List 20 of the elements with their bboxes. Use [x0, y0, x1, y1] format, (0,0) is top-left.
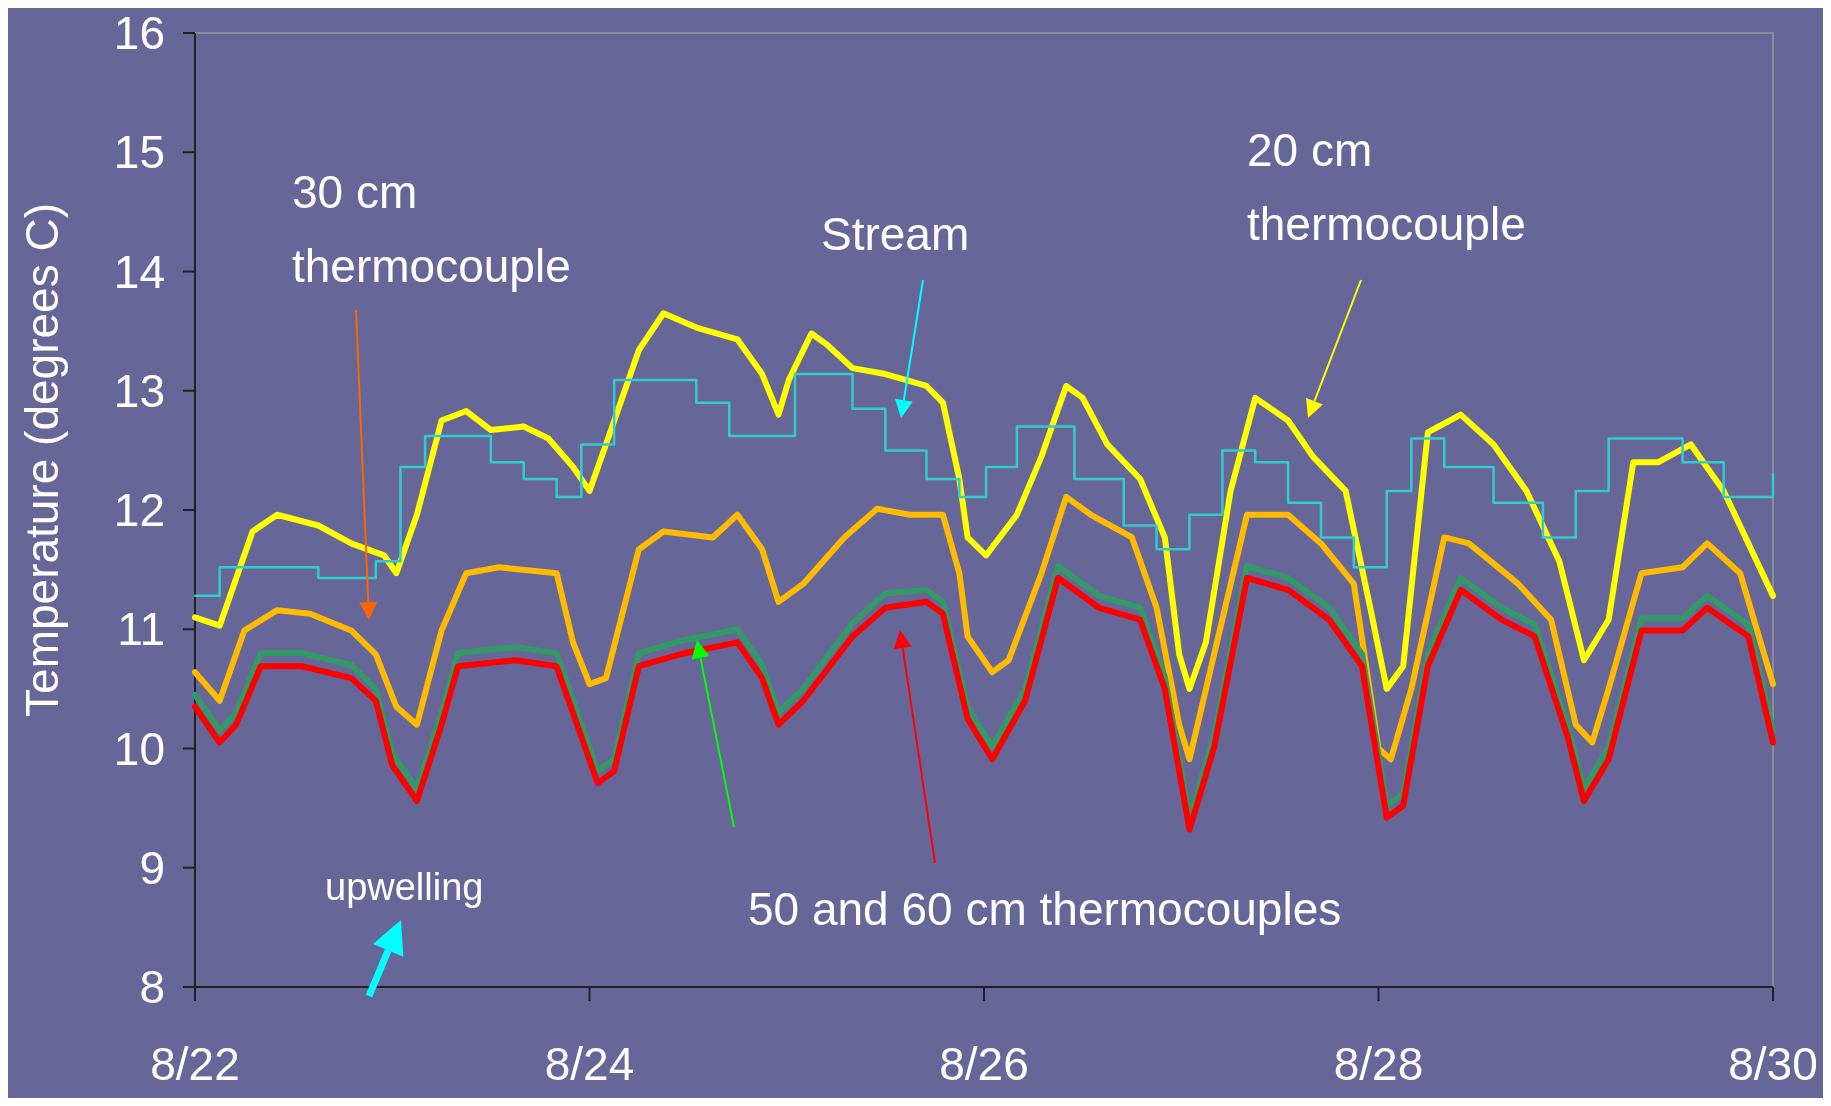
y-tick-label: 13: [113, 364, 165, 417]
y-tick-label: 15: [113, 126, 165, 179]
y-axis-title: Temperature (degrees C): [16, 203, 68, 717]
y-tick-label: 10: [113, 722, 165, 775]
x-tick-label: 8/24: [544, 1038, 635, 1090]
y-tick-label: 12: [113, 484, 165, 537]
annotation: Stream: [821, 208, 970, 260]
x-tick-label: 8/26: [939, 1038, 1029, 1090]
annotation: 50 and 60 cm thermocouples: [748, 883, 1342, 935]
annotation: upwelling: [325, 866, 484, 908]
y-tick-label: 8: [139, 961, 165, 1014]
y-tick-label: 16: [113, 7, 165, 60]
y-tick-label: 11: [117, 603, 165, 656]
x-tick-label: 8/22: [150, 1038, 240, 1090]
x-tick-label: 8/30: [1728, 1038, 1818, 1090]
y-tick-label: 9: [139, 841, 165, 894]
y-tick-label: 14: [113, 245, 165, 298]
annotation: 30 cm thermocouple: [292, 166, 571, 292]
annotation: 20 cm thermocouple: [1247, 124, 1526, 250]
x-tick-label: 8/28: [1333, 1038, 1424, 1090]
